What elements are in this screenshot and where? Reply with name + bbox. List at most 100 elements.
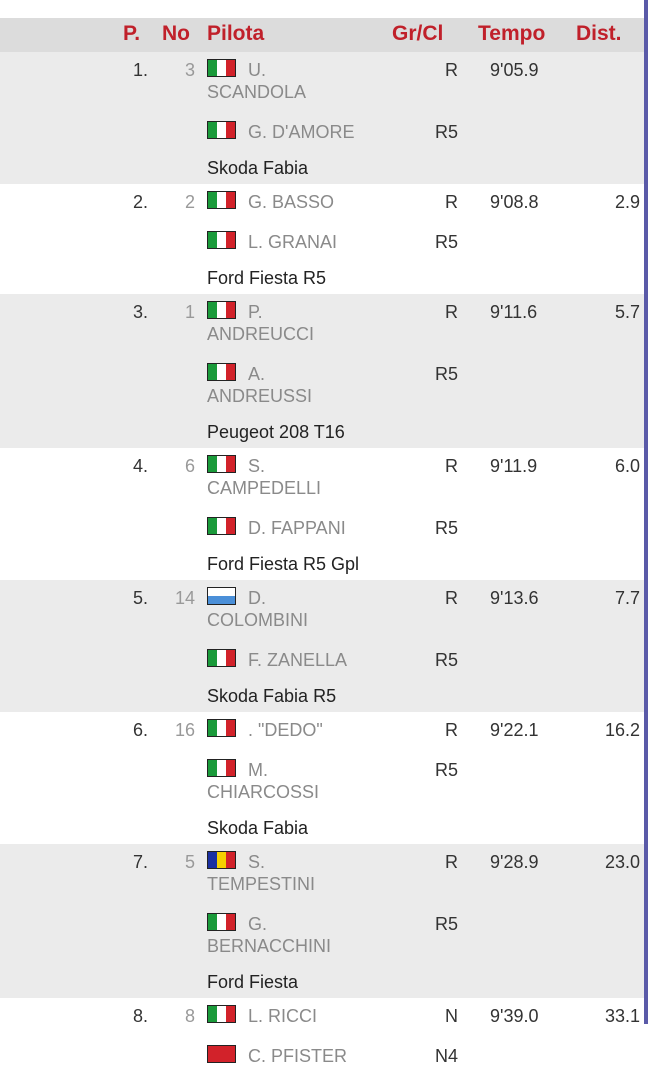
group: R <box>445 852 458 872</box>
time: 9'05.9 <box>490 60 539 80</box>
driver-name: P. ANDREUCCI <box>207 302 315 344</box>
driver-name: S. TEMPESTINI <box>207 852 316 894</box>
results-table-header: P. No Pilota Gr/Cl Tempo Dist. <box>0 18 644 52</box>
class: R5 <box>434 232 458 252</box>
time: 9'11.6 <box>490 302 538 322</box>
driver-name: D. COLOMBINI <box>207 588 309 630</box>
time: 9'39.0 <box>490 1006 539 1026</box>
codriver[interactable]: C. PFISTER N4 <box>207 1045 458 1067</box>
car-number: 1 <box>184 302 195 322</box>
codriver[interactable]: A. ANDREUSSI R5 <box>207 363 458 407</box>
codriver-name: F. ZANELLA <box>248 650 348 670</box>
table-row[interactable]: 6. 16 9'22.1 16.2 . "DEDO" R M. CHIARCOSSI R5 Sk… <box>0 712 644 844</box>
table-row[interactable]: 4. 6 9'11.9 6.0 S. CAMPEDELLI R D. FAPPANI R5 Fo… <box>0 448 644 580</box>
header-position[interactable]: P. <box>123 22 141 45</box>
driver[interactable]: U. SCANDOLA R <box>207 59 458 103</box>
position: 1. <box>132 60 148 80</box>
car-number: 5 <box>184 852 195 872</box>
scrollbar[interactable] <box>644 0 648 1024</box>
driver[interactable]: S. CAMPEDELLI R <box>207 455 458 499</box>
gap: 7.7 <box>614 588 640 608</box>
driver[interactable]: G. BASSO R <box>207 191 458 213</box>
codriver-name: C. PFISTER <box>248 1046 348 1066</box>
italy-flag-icon <box>207 301 236 319</box>
time: 9'08.8 <box>490 192 539 212</box>
italy-flag-icon <box>207 517 236 535</box>
codriver-name: G. D'AMORE <box>248 122 355 142</box>
car-number: 3 <box>184 60 195 80</box>
time: 9'28.9 <box>490 852 539 872</box>
table-row[interactable]: 2. 2 9'08.8 2.9 G. BASSO R L. GRANAI R5 Ford Fie… <box>0 184 644 294</box>
position: 5. <box>132 588 148 608</box>
car-model: Peugeot 208 T16 <box>207 422 345 442</box>
header-time[interactable]: Tempo <box>478 22 546 45</box>
italy-flag-icon <box>207 59 236 77</box>
driver[interactable]: . "DEDO" R <box>207 719 458 741</box>
car-model: Skoda Fabia R5 <box>207 686 337 706</box>
driver[interactable]: P. ANDREUCCI R <box>207 301 458 345</box>
position: 3. <box>132 302 148 322</box>
time: 9'13.6 <box>490 588 539 608</box>
class: R5 <box>434 650 458 670</box>
group: R <box>445 302 458 322</box>
codriver[interactable]: M. CHIARCOSSI R5 <box>207 759 458 803</box>
results-table-body: 1. 3 9'05.9 U. SCANDOLA R G. D'AMORE R5 Skoda F… <box>0 52 644 1086</box>
class: R5 <box>434 760 458 780</box>
class: R5 <box>434 518 458 538</box>
codriver-name: A. ANDREUSSI <box>207 364 313 406</box>
group: R <box>445 588 458 608</box>
car-number: 8 <box>184 1006 195 1026</box>
italy-flag-icon <box>207 231 236 249</box>
car-model: Skoda Fabia <box>207 818 309 838</box>
class: R5 <box>434 364 458 384</box>
table-row[interactable]: 8. 8 9'39.0 33.1 L. RICCI N C. PFISTER N4 <box>0 998 644 1086</box>
switzerland-flag-icon <box>207 1045 236 1063</box>
table-row[interactable]: 5. 14 9'13.6 7.7 D. COLOMBINI R F. ZANELLA R5 Sk… <box>0 580 644 712</box>
codriver[interactable]: G. BERNACCHINI R5 <box>207 913 458 957</box>
car-model: Ford Fiesta R5 Gpl <box>207 554 360 574</box>
italy-flag-icon <box>207 759 236 777</box>
table-row[interactable]: 1. 3 9'05.9 U. SCANDOLA R G. D'AMORE R5 Skoda F… <box>0 52 644 184</box>
codriver-name: D. FAPPANI <box>248 518 346 538</box>
time: 9'11.9 <box>490 456 538 476</box>
table-row[interactable]: 3. 1 9'11.6 5.7 P. ANDREUCCI R A. ANDREUSSI R5 P… <box>0 294 644 448</box>
codriver-name: M. CHIARCOSSI <box>207 760 320 802</box>
gap: 5.7 <box>614 302 640 322</box>
driver-name: U. SCANDOLA <box>207 60 307 102</box>
codriver-name: G. BERNACCHINI <box>207 914 332 956</box>
car-model: Ford Fiesta R5 <box>207 268 327 288</box>
codriver[interactable]: G. D'AMORE R5 <box>207 121 458 143</box>
group: R <box>445 720 458 740</box>
group: R <box>445 192 458 212</box>
codriver[interactable]: F. ZANELLA R5 <box>207 649 458 671</box>
codriver[interactable]: D. FAPPANI R5 <box>207 517 458 539</box>
driver-name: . "DEDO" <box>248 720 323 740</box>
car-model: Skoda Fabia <box>207 158 309 178</box>
car-number: 14 <box>174 588 195 608</box>
driver-name: G. BASSO <box>248 192 335 212</box>
group: R <box>445 456 458 476</box>
driver[interactable]: D. COLOMBINI R <box>207 587 458 631</box>
romania-flag-icon <box>207 851 236 869</box>
table-row[interactable]: 7. 5 9'28.9 23.0 S. TEMPESTINI R G. BERNACCHIN… <box>0 844 644 998</box>
position: 4. <box>132 456 148 476</box>
header-pilot[interactable]: Pilota <box>207 22 265 45</box>
header-gap[interactable]: Dist. <box>576 22 622 45</box>
italy-flag-icon <box>207 191 236 209</box>
car-model: Ford Fiesta <box>207 972 299 992</box>
header-number[interactable]: No <box>162 22 190 45</box>
car-number: 2 <box>184 192 195 212</box>
driver-name: S. CAMPEDELLI <box>207 456 322 498</box>
driver[interactable]: S. TEMPESTINI R <box>207 851 458 895</box>
driver-name: L. RICCI <box>248 1006 318 1026</box>
position: 6. <box>132 720 148 740</box>
group: R <box>445 60 458 80</box>
driver[interactable]: L. RICCI N <box>207 1005 458 1027</box>
class: N4 <box>434 1046 458 1066</box>
italy-flag-icon <box>207 1005 236 1023</box>
car-number: 6 <box>184 456 195 476</box>
position: 7. <box>132 852 148 872</box>
codriver[interactable]: L. GRANAI R5 <box>207 231 458 253</box>
codriver-name: L. GRANAI <box>248 232 338 252</box>
header-group-class[interactable]: Gr/Cl <box>392 22 444 45</box>
